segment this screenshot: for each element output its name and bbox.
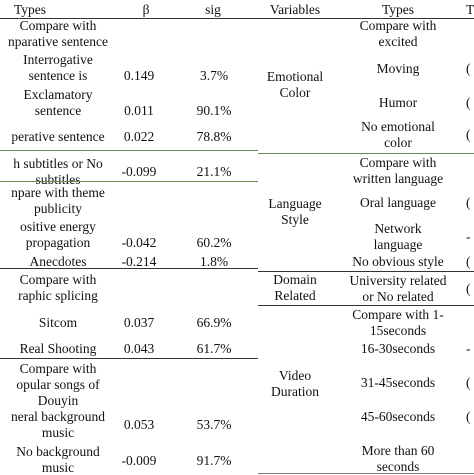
- variable-label: Color: [279, 85, 311, 100]
- beta-value: 0.022: [123, 129, 155, 144]
- left-type-line: sentence is: [28, 68, 88, 83]
- right-type-line: Compare with: [359, 155, 437, 170]
- header-variables: Variables: [269, 2, 321, 17]
- beta-value: 0.053: [123, 417, 155, 432]
- left-separator-subtitles: [0, 181, 258, 182]
- variable-label: Emotional: [266, 69, 324, 84]
- right-separator-domain: [258, 305, 474, 306]
- right-type-line: excited: [378, 34, 418, 49]
- right-type-line: No obvious style: [352, 254, 444, 269]
- left-type-line: propagation: [25, 235, 91, 250]
- left-type-line: npare with theme: [11, 185, 105, 200]
- variable-label: Duration: [271, 384, 319, 399]
- sig-value: 3.7%: [199, 68, 229, 83]
- left-type-line: publicity: [34, 201, 82, 216]
- right-type-line: Compare with 1-: [352, 307, 444, 322]
- right-type-line: More than 60: [361, 443, 435, 458]
- beta-value: -0.009: [121, 453, 157, 468]
- left-type-line: Douyin: [37, 393, 79, 408]
- left-type-line: perative sentence: [11, 129, 105, 144]
- beta-value: -0.099: [121, 164, 157, 179]
- header-types-right: Types: [381, 2, 415, 17]
- right-edge-fragment: -: [466, 341, 471, 356]
- right-type-line: Network: [374, 221, 422, 236]
- sig-value: 60.2%: [196, 235, 232, 250]
- right-type-line: University related: [349, 273, 447, 288]
- right-type-line: Compare with: [359, 18, 437, 33]
- beta-value: -0.042: [121, 235, 157, 250]
- left-type-line: Anecdotes: [29, 254, 87, 269]
- sig-value: 61.7%: [196, 341, 232, 356]
- right-type-line: Oral language: [359, 195, 437, 210]
- right-edge-fragment: (: [466, 375, 471, 390]
- left-type-line: Compare with: [19, 361, 97, 376]
- right-edge-fragment: -: [466, 229, 471, 244]
- header-beta: β: [142, 2, 150, 17]
- header-sig: sig: [205, 2, 221, 17]
- right-type-line: language: [373, 237, 423, 252]
- right-type-line: Moving: [376, 61, 420, 76]
- left-type-line: neral background: [10, 409, 106, 424]
- header-rule: [0, 18, 474, 19]
- variable-label: Video: [278, 368, 312, 383]
- beta-value: 0.037: [123, 315, 155, 330]
- sig-value: 90.1%: [196, 103, 232, 118]
- right-edge-fragment: (: [466, 61, 471, 76]
- left-type-line: subtitles: [35, 172, 81, 187]
- right-separator-language: [258, 271, 474, 272]
- left-type-line: music: [41, 425, 75, 440]
- left-type-line: music: [41, 460, 75, 475]
- right-type-line: Humor: [378, 95, 418, 110]
- right-type-line: color: [384, 135, 412, 150]
- left-type-line: h subtitles or No: [13, 156, 103, 171]
- right-edge-fragment: (: [466, 409, 471, 424]
- variable-label: Language: [268, 196, 322, 211]
- right-type-line: 15seconds: [369, 323, 427, 338]
- left-type-line: raphic splicing: [18, 288, 98, 303]
- left-type-line: No background: [16, 444, 100, 459]
- header-edge: T: [466, 2, 474, 17]
- right-edge-fragment: (: [466, 95, 471, 110]
- right-type-line: 45-60seconds: [360, 409, 436, 424]
- sig-value: 21.1%: [196, 164, 232, 179]
- sig-value: 66.9%: [196, 315, 232, 330]
- variable-label: Domain: [273, 272, 317, 287]
- left-type-line: sentence: [34, 103, 82, 118]
- right-edge-fragment: (: [466, 195, 471, 210]
- left-type-line: Sitcom: [38, 315, 78, 330]
- beta-value: 0.011: [124, 103, 154, 118]
- sig-value: 53.7%: [196, 417, 232, 432]
- left-type-line: Interrogative: [23, 52, 93, 67]
- right-edge-fragment: (: [466, 127, 471, 142]
- right-type-line: 31-45seconds: [360, 375, 436, 390]
- right-type-line: or No related: [362, 289, 434, 304]
- variable-label: Style: [281, 212, 309, 227]
- left-type-line: Real Shooting: [19, 341, 97, 356]
- beta-value: 0.043: [123, 341, 155, 356]
- sig-value: 78.8%: [196, 129, 232, 144]
- left-separator-shooting: [0, 358, 258, 359]
- sig-value: 1.8%: [199, 254, 229, 269]
- beta-value: 0.149: [123, 68, 155, 83]
- variable-label: Related: [274, 288, 316, 303]
- right-type-line: seconds: [376, 459, 420, 474]
- left-type-line: Compare with: [19, 272, 97, 287]
- left-type-line: Compare with: [19, 18, 97, 33]
- beta-value: -0.214: [121, 254, 157, 269]
- left-type-line: nparative sentence: [7, 34, 109, 49]
- right-edge-fragment: (: [466, 254, 471, 269]
- left-separator-sentence: [0, 150, 258, 151]
- left-type-line: opular songs of: [16, 377, 100, 392]
- left-type-line: Exclamatory: [23, 87, 93, 102]
- sig-value: 91.7%: [196, 453, 232, 468]
- right-separator-emotion: [258, 153, 474, 154]
- right-edge-fragment: (: [466, 281, 471, 296]
- header-types-left: Types: [13, 2, 47, 17]
- left-separator-theme: [0, 268, 258, 269]
- right-type-line: No emotional: [361, 119, 435, 134]
- right-type-line: 16-30seconds: [360, 341, 436, 356]
- right-type-line: written language: [352, 171, 444, 186]
- left-type-line: ositive energy: [20, 219, 96, 234]
